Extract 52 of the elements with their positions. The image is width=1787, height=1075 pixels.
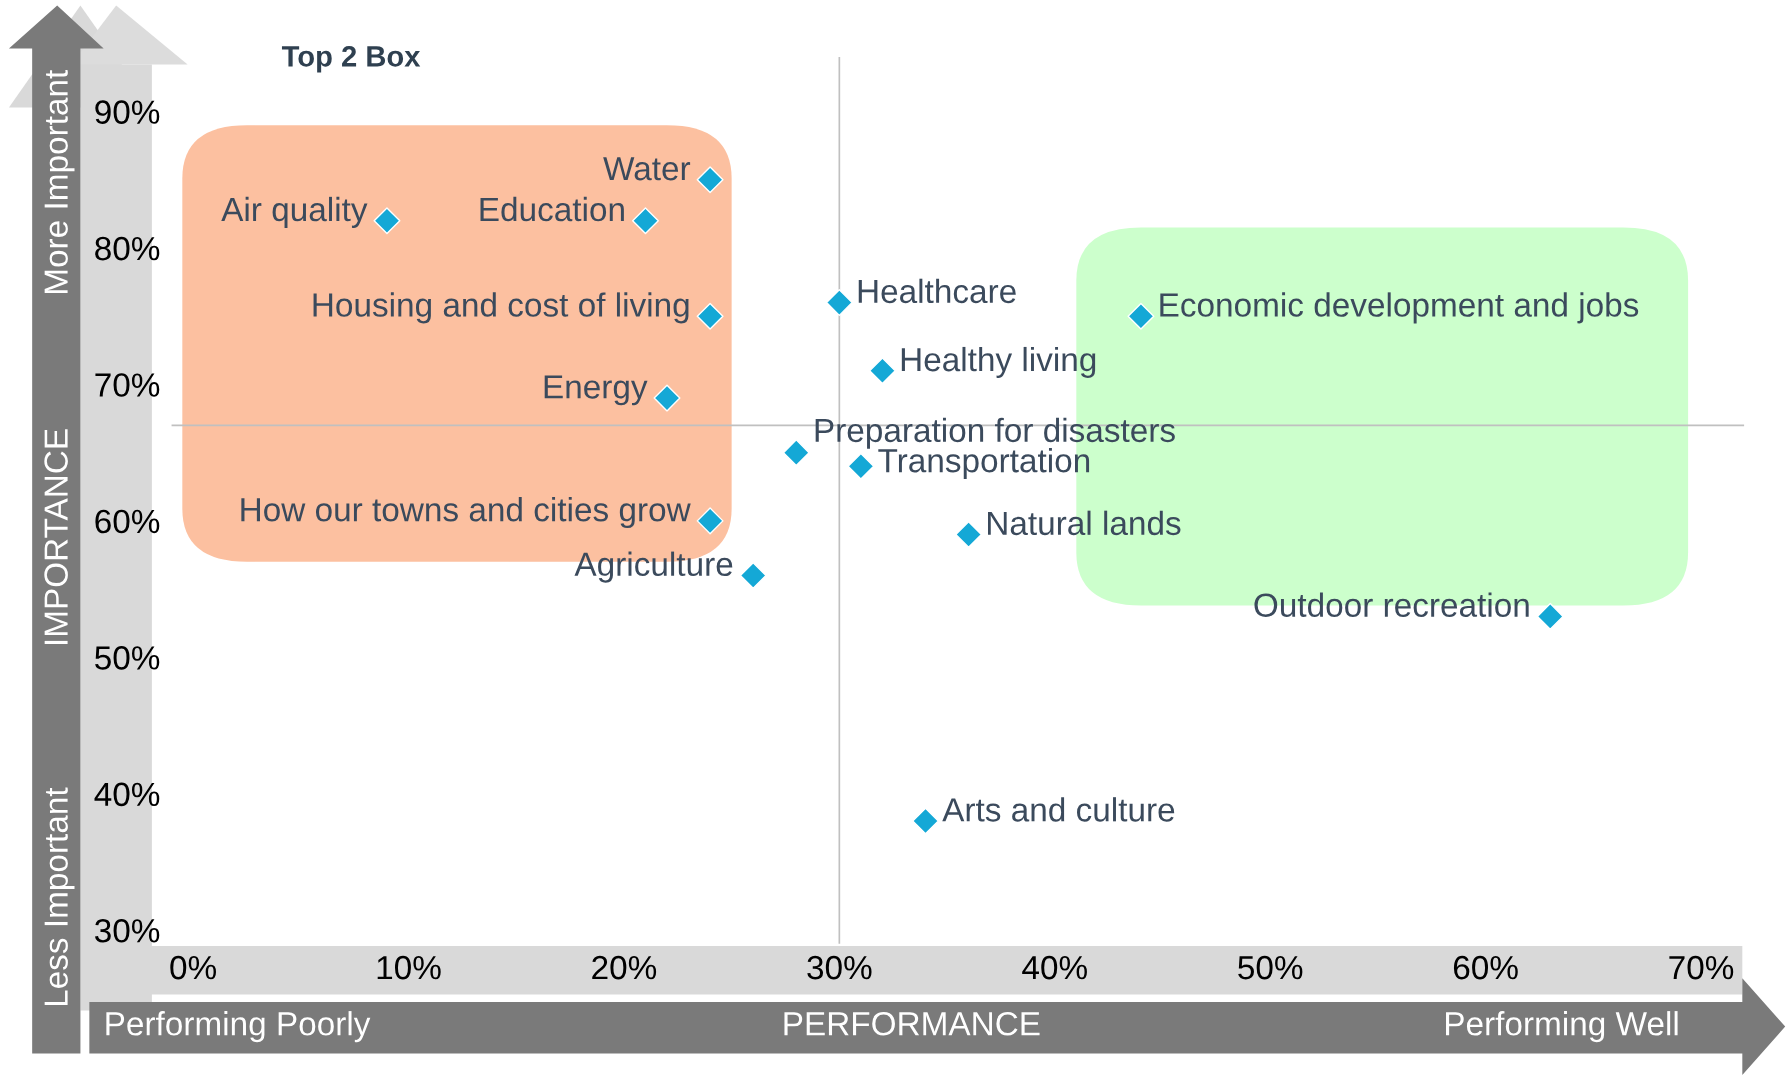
y-axis-title: IMPORTANCE — [44, 429, 68, 645]
point — [653, 384, 681, 412]
y-tick-label: 60% — [95, 509, 160, 534]
point — [1127, 302, 1155, 330]
chart-title: Top 2 Box — [281, 46, 421, 73]
text: Performing Poorly — [106, 1011, 371, 1043]
text: Less Important — [44, 787, 75, 1006]
point — [868, 357, 896, 385]
x-axis-title: PERFORMANCE — [784, 1011, 1040, 1036]
annotation: Education — [480, 196, 624, 222]
point — [825, 289, 853, 317]
point — [782, 439, 810, 467]
annotation: Air quality — [221, 196, 368, 228]
annotation: Economic development and jobs — [1160, 292, 1639, 324]
x-tick-label: 0% — [170, 955, 216, 980]
x-tick-label: 50% — [1238, 955, 1303, 980]
annotation: Energy — [544, 375, 648, 406]
x-tick-label: 10% — [377, 955, 441, 980]
annotation: Preparation for disasters — [815, 417, 1175, 449]
x-tick-label: 40% — [1022, 955, 1087, 980]
annotation: Natural lands — [988, 510, 1181, 536]
annotation: Agriculture — [574, 551, 733, 583]
point — [696, 302, 724, 330]
annotation: Transportation — [878, 447, 1090, 480]
point — [739, 561, 767, 589]
point — [847, 452, 875, 480]
annotation: Water — [603, 157, 691, 181]
y-tick-label: 70% — [95, 373, 160, 397]
y-tick-label: 80% — [95, 236, 160, 261]
text: Performing Well — [1446, 1011, 1678, 1043]
point — [696, 507, 724, 535]
point — [912, 807, 940, 835]
point — [373, 207, 401, 235]
annotation: Arts and culture — [942, 797, 1175, 822]
point — [1536, 602, 1564, 630]
point — [696, 166, 724, 194]
x-tick-label: 60% — [1453, 955, 1518, 980]
y-tick-label: 30% — [95, 919, 160, 943]
point — [955, 521, 983, 549]
x-tick-label: 70% — [1669, 955, 1734, 980]
x-tick-label: 20% — [592, 955, 657, 980]
y-tick-label: 50% — [95, 646, 160, 670]
y-tick-label: 90% — [95, 100, 160, 124]
annotation: Healthy living — [901, 346, 1096, 378]
text: More Important — [44, 69, 75, 294]
annotation: Healthcare — [858, 278, 1016, 304]
y-tick-label: 40% — [94, 782, 160, 807]
annotation: Housing and cost of living — [313, 292, 689, 324]
annotation: How our towns and cities grow — [241, 497, 691, 529]
point — [631, 207, 659, 235]
x-tick-label: 30% — [807, 955, 872, 980]
annotation: Outdoor recreation — [1254, 592, 1529, 617]
